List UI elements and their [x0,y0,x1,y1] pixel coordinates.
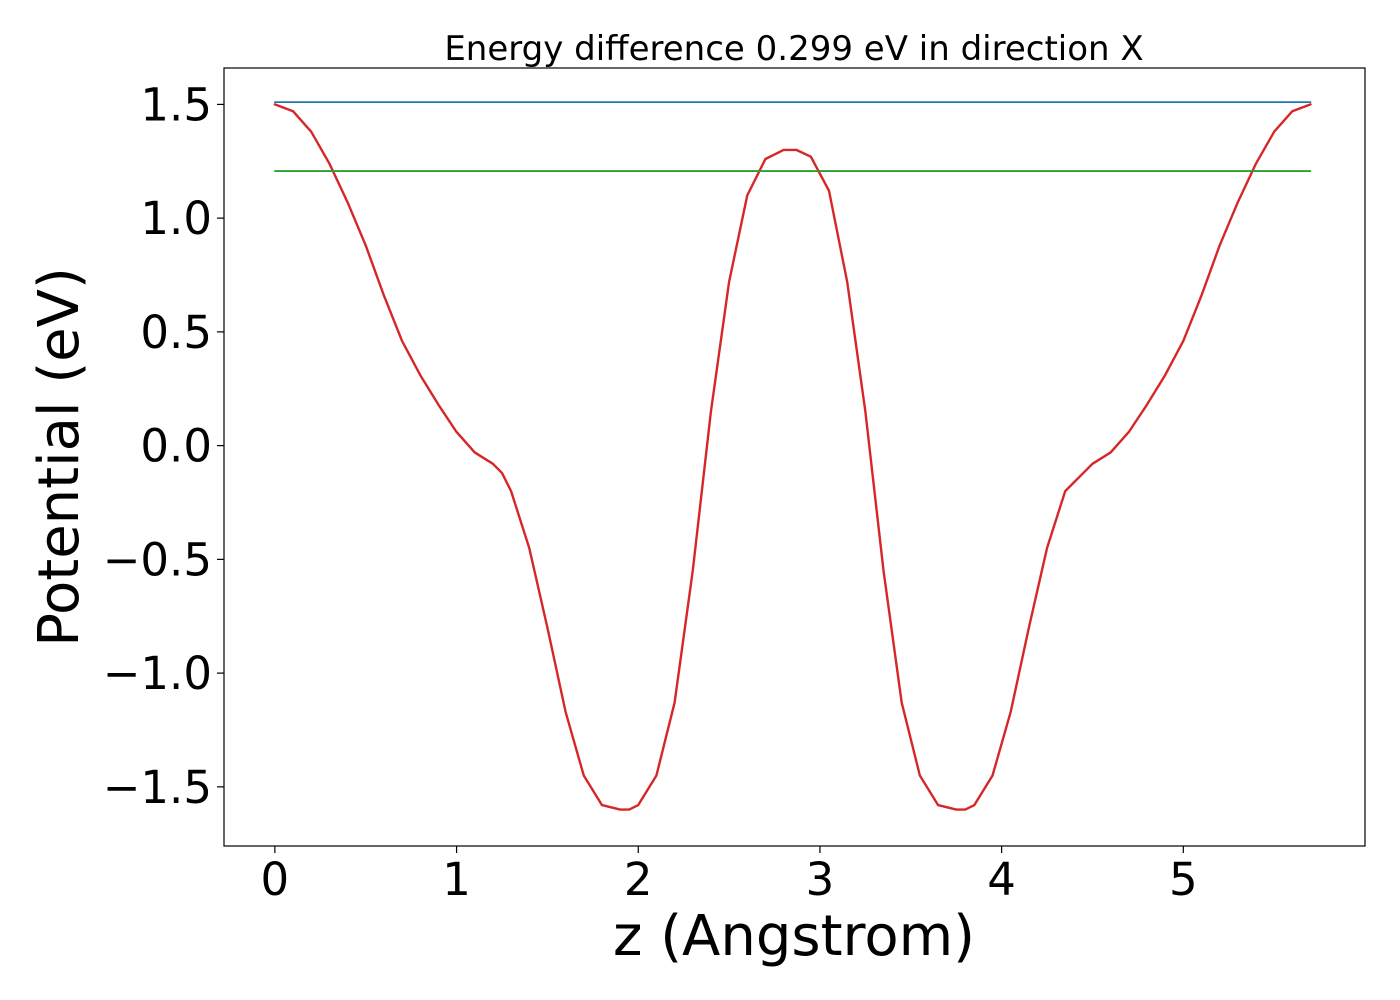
x-tick-label: 5 [1169,853,1198,906]
y-tick-label: 1.0 [140,192,212,245]
x-tick-label: 2 [624,853,653,906]
x-tick-label: 3 [806,853,835,906]
x-axis: 0 1 2 3 4 5 [261,846,1198,906]
plot-frame [223,67,1366,847]
series-layer [273,101,1312,811]
y-tick-label: 0.0 [140,420,212,473]
y-tick-label: 0.5 [140,306,212,359]
y-tick-label: −1.5 [103,761,212,814]
x-tick-label: 4 [987,853,1016,906]
plot-background [224,68,1365,846]
x-tick-label: 0 [261,853,290,906]
series-line-0 [273,103,1312,811]
y-tick-label: −1.0 [103,647,212,700]
x-tick-label: 1 [442,853,471,906]
x-axis-title: z (Angstrom) [613,904,975,969]
y-axis: 1.5 1.0 0.5 0.0 −0.5 −1.0 −1.5 [103,78,224,814]
chart-title: Energy difference 0.299 eV in direction … [444,29,1143,69]
y-tick-label: −0.5 [103,533,212,586]
y-tick-label: 1.5 [140,78,212,131]
y-axis-title: Potential (eV) [27,267,92,647]
